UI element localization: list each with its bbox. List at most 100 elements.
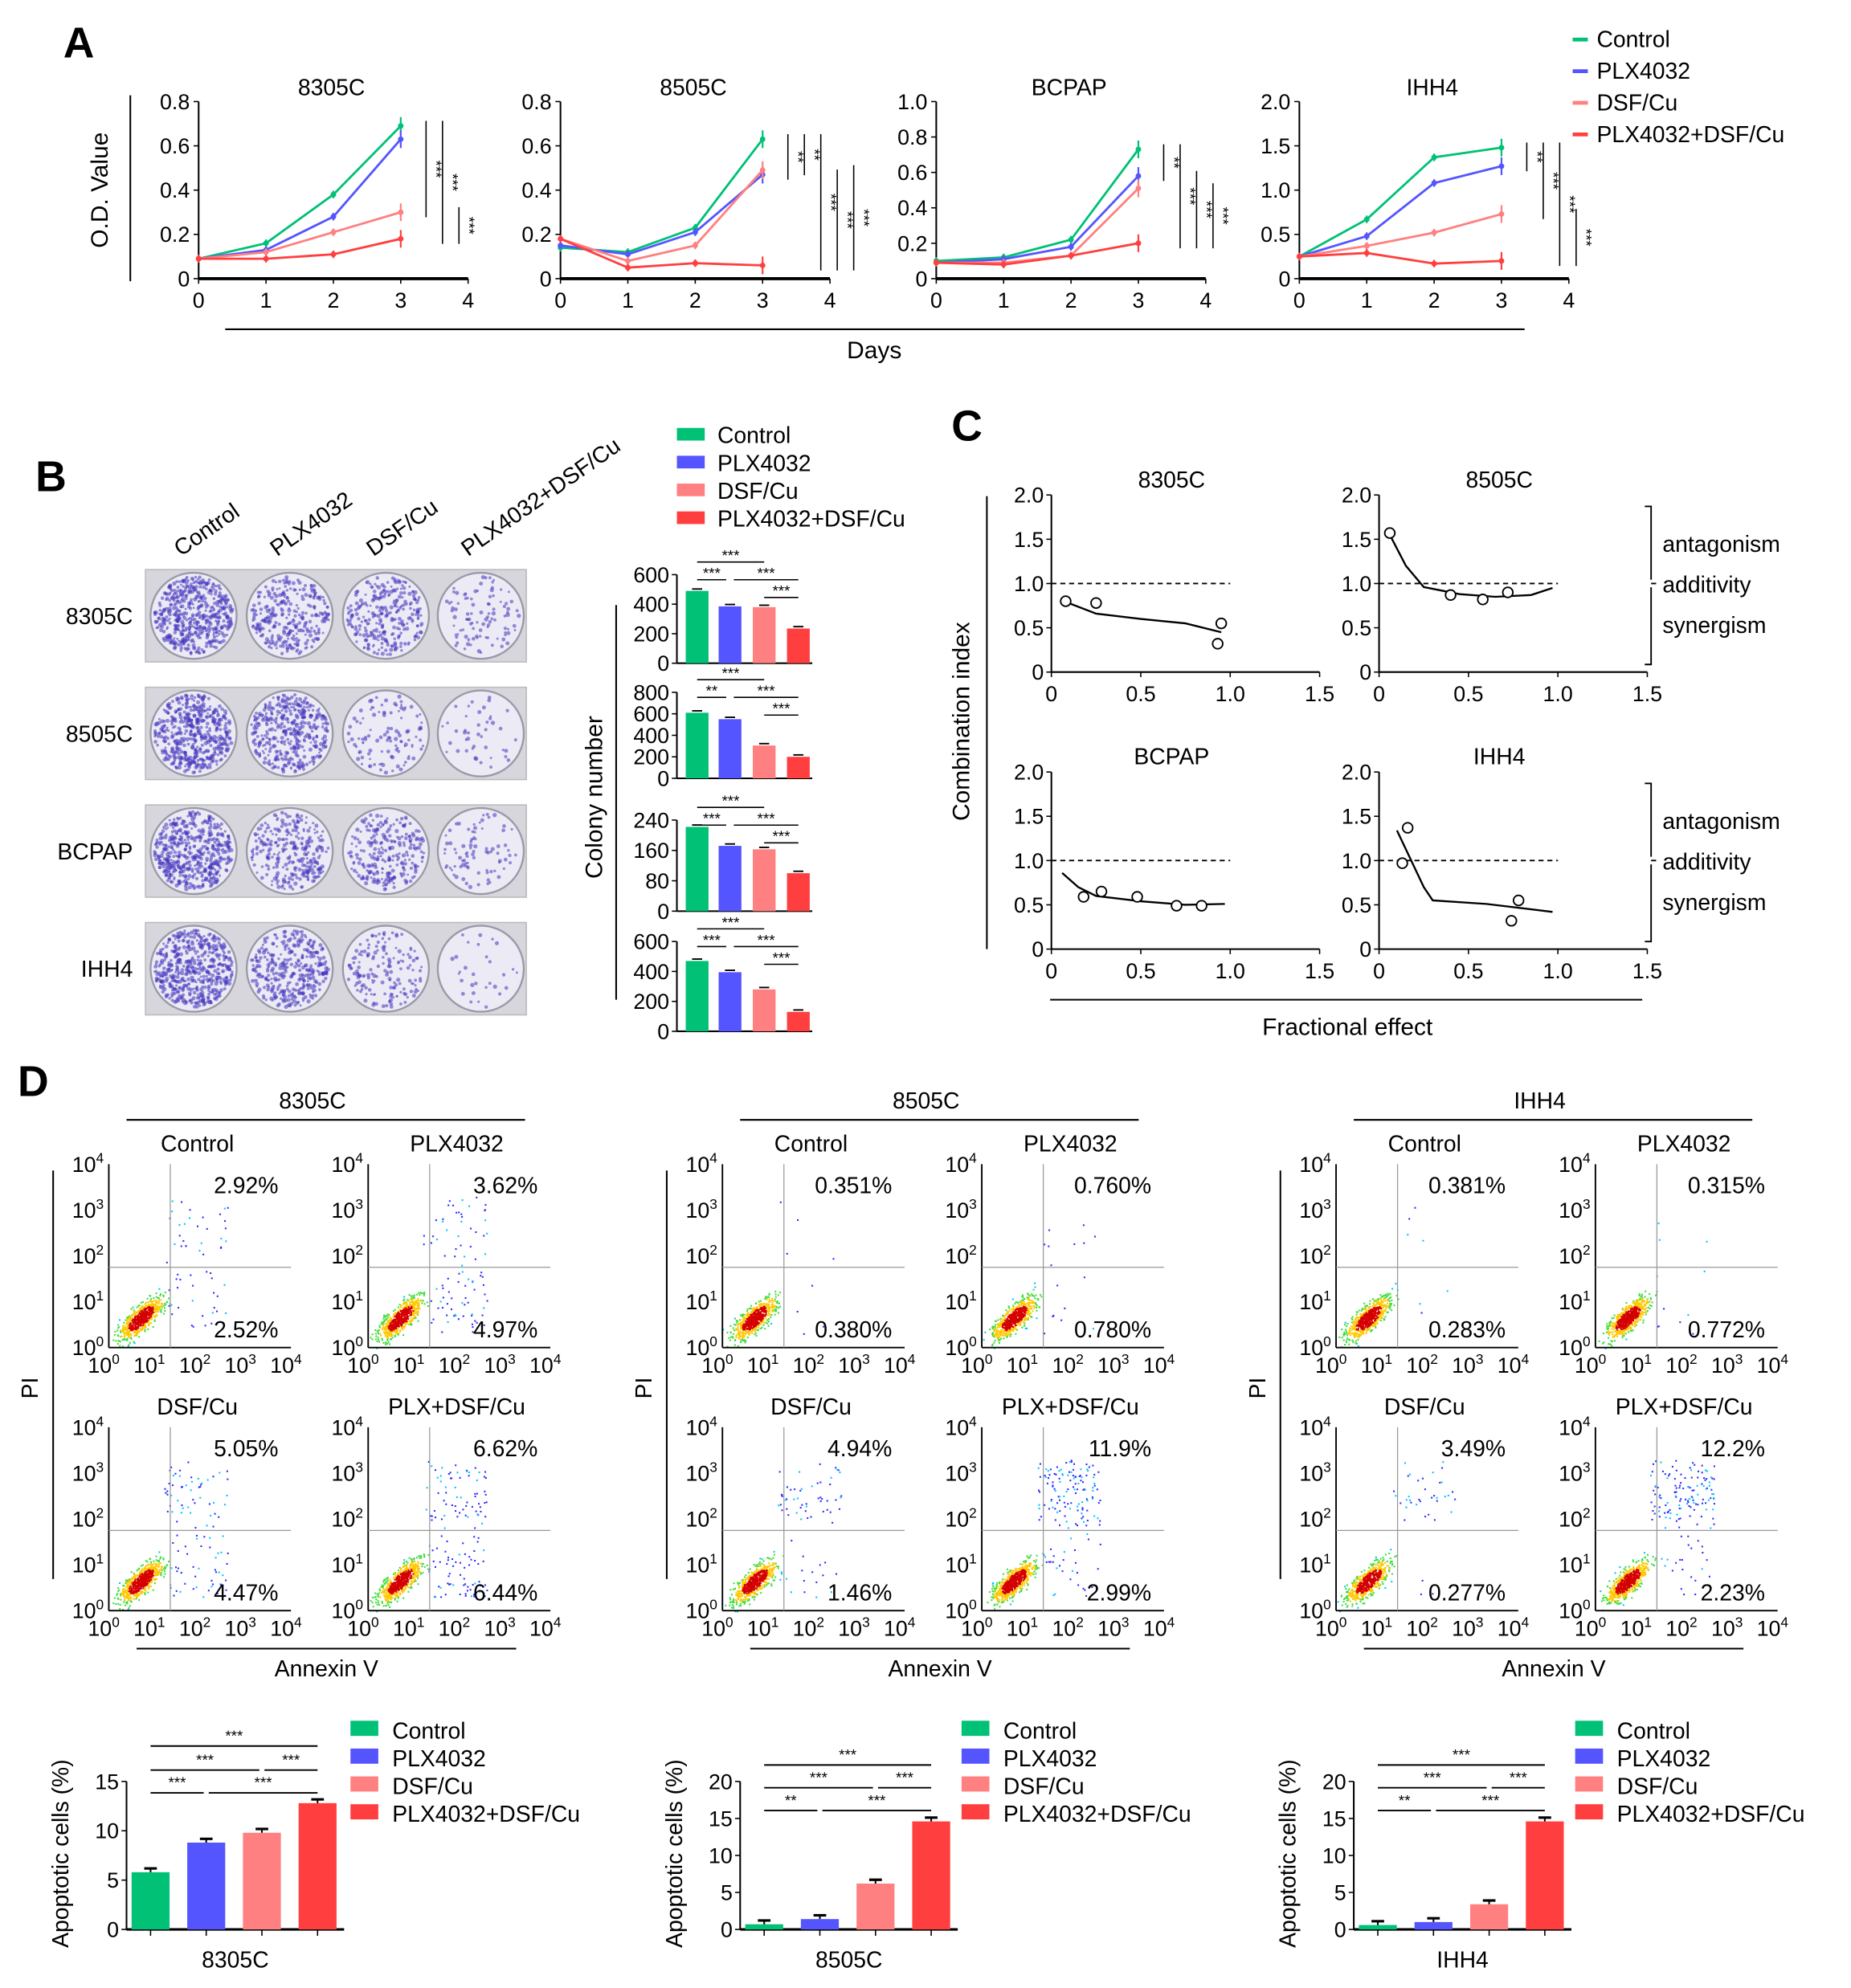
colony-dot	[324, 960, 328, 964]
colony-dot	[208, 708, 212, 712]
colony-dot	[318, 839, 322, 843]
colony-dot	[224, 729, 228, 733]
colony-dot	[389, 605, 394, 610]
colony-dot	[375, 630, 378, 633]
colony-dot	[304, 633, 307, 636]
colony-dot	[291, 581, 296, 586]
colony-dot	[272, 953, 276, 957]
colony-dot	[280, 594, 284, 597]
colony-dot	[201, 844, 206, 849]
event-dot	[189, 1209, 191, 1211]
colony-dot	[292, 693, 297, 697]
event-dot	[181, 1201, 183, 1203]
colony-dot	[153, 965, 158, 969]
colony-dot	[301, 587, 306, 592]
colony-dot	[378, 735, 383, 740]
colony-dot	[198, 961, 202, 965]
x-tick-label: 0	[1045, 682, 1057, 706]
colony-dot	[398, 821, 402, 825]
colony-dot	[379, 596, 382, 599]
colony-dot	[197, 865, 202, 870]
colony-dot	[471, 602, 476, 607]
colony-dot	[251, 741, 255, 744]
event-dot	[178, 1307, 180, 1309]
colony-dot	[203, 736, 207, 741]
colony-dot	[210, 753, 215, 758]
colony-dot	[349, 855, 353, 859]
colony-dot	[197, 929, 200, 933]
event-dot	[198, 1250, 201, 1252]
colony-dot	[395, 994, 398, 998]
colony-dot	[349, 737, 354, 742]
colony-dot	[461, 843, 466, 848]
data-point	[1512, 894, 1525, 907]
colony-dot	[161, 829, 165, 834]
colony-dot	[197, 835, 201, 839]
colony-dot	[377, 585, 382, 590]
colony-dot	[294, 623, 299, 627]
colony-dot	[397, 609, 400, 611]
colony-dot	[366, 938, 370, 942]
colony-dot	[198, 616, 202, 619]
y-tick-label: 0.2	[521, 222, 551, 247]
colony-dot	[274, 613, 278, 617]
colony-dot	[281, 850, 285, 853]
colony-dot	[268, 746, 272, 750]
colony-dot	[271, 586, 275, 590]
colony-dot	[161, 843, 165, 847]
colony-dot	[370, 585, 374, 590]
colony-dot	[409, 843, 413, 847]
colony-dot	[480, 735, 484, 738]
colony-dot	[185, 768, 189, 772]
colony-dot	[184, 586, 188, 590]
colony-dot	[251, 624, 255, 627]
colony-dot	[192, 756, 197, 761]
colony-dot	[484, 986, 488, 990]
colony-dot	[398, 622, 401, 625]
event-dot	[215, 1310, 219, 1312]
colony-dot	[357, 838, 360, 841]
colony-dot	[411, 958, 416, 963]
colony-dot	[317, 957, 322, 961]
colony-dot	[395, 863, 399, 867]
colony-dot	[259, 946, 264, 950]
colony-dot	[372, 1001, 376, 1005]
colony-dot	[300, 884, 304, 889]
colony-dot	[325, 738, 328, 741]
colony-dot	[205, 725, 209, 729]
colony-dot	[318, 747, 321, 751]
colony-dot	[199, 763, 203, 767]
colony-dot	[308, 594, 313, 598]
colony-dot	[498, 992, 502, 996]
colony-dot	[420, 859, 424, 863]
colony-dot	[504, 602, 509, 606]
colony-dot	[191, 578, 194, 581]
colony-dot	[290, 647, 295, 651]
colony-dot	[355, 720, 359, 724]
colony-dot	[265, 854, 270, 859]
colony-dot	[257, 745, 261, 749]
colony-dot	[170, 859, 173, 862]
event-dot	[177, 1273, 179, 1276]
event-dot	[171, 1313, 174, 1316]
panel-label-c: C	[951, 403, 983, 451]
data-point	[1090, 597, 1102, 609]
colony-dot	[294, 588, 297, 592]
colony-dot	[323, 610, 327, 614]
y-tick-label: 0.8	[160, 90, 190, 114]
colony-dot	[171, 933, 175, 937]
colony-dot	[284, 880, 288, 884]
colony-dot	[283, 725, 286, 729]
colony-dot	[159, 734, 164, 739]
colony-dot	[297, 867, 302, 872]
colony-dot	[229, 622, 234, 627]
colony-dot	[199, 871, 203, 875]
colony-dot	[222, 619, 226, 623]
colony-dot	[358, 840, 362, 845]
colony-dot	[354, 625, 358, 628]
colony-dot	[305, 983, 309, 987]
colony-dot	[321, 955, 326, 960]
colony-dot	[268, 591, 272, 596]
colony-dot	[400, 704, 403, 707]
colony-dot	[179, 839, 182, 842]
